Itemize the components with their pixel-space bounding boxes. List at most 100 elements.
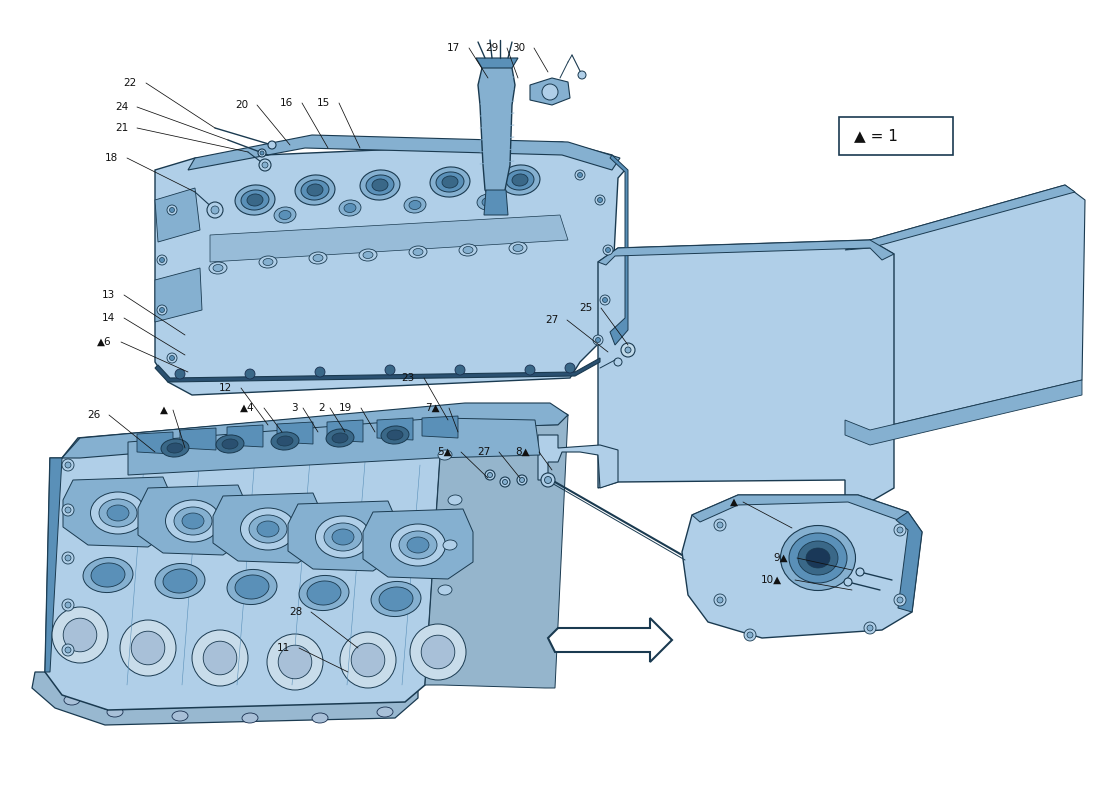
Circle shape xyxy=(744,629,756,641)
Circle shape xyxy=(603,245,613,255)
Circle shape xyxy=(578,173,583,178)
Ellipse shape xyxy=(295,175,336,205)
Text: 12: 12 xyxy=(219,383,232,393)
Circle shape xyxy=(52,607,108,663)
Circle shape xyxy=(597,198,603,202)
Ellipse shape xyxy=(436,172,464,192)
Text: 13: 13 xyxy=(101,290,116,300)
Circle shape xyxy=(487,473,493,478)
Text: ▲4: ▲4 xyxy=(241,403,255,413)
Ellipse shape xyxy=(326,429,354,447)
Ellipse shape xyxy=(443,540,456,550)
Ellipse shape xyxy=(227,570,277,605)
Circle shape xyxy=(267,634,323,690)
Polygon shape xyxy=(845,185,1075,250)
Circle shape xyxy=(593,335,603,345)
Text: 26: 26 xyxy=(87,410,100,420)
Ellipse shape xyxy=(789,533,847,583)
Polygon shape xyxy=(188,135,620,170)
Text: 22: 22 xyxy=(123,78,138,88)
Circle shape xyxy=(65,507,72,513)
Circle shape xyxy=(62,644,74,656)
Circle shape xyxy=(455,365,465,375)
Ellipse shape xyxy=(155,563,205,598)
Ellipse shape xyxy=(332,433,348,443)
Circle shape xyxy=(62,504,74,516)
Text: 11: 11 xyxy=(277,643,290,653)
Circle shape xyxy=(157,305,167,315)
Polygon shape xyxy=(155,188,200,242)
Text: 8▲: 8▲ xyxy=(516,447,530,457)
Ellipse shape xyxy=(309,252,327,264)
Ellipse shape xyxy=(107,707,123,717)
Circle shape xyxy=(595,338,601,342)
Circle shape xyxy=(258,149,266,157)
Ellipse shape xyxy=(399,531,437,559)
Circle shape xyxy=(160,258,165,262)
Circle shape xyxy=(340,632,396,688)
Polygon shape xyxy=(692,495,907,522)
Polygon shape xyxy=(227,425,263,447)
Ellipse shape xyxy=(165,500,220,542)
Ellipse shape xyxy=(241,190,270,210)
Text: 3: 3 xyxy=(292,403,298,413)
Circle shape xyxy=(894,594,906,606)
Text: 27: 27 xyxy=(544,315,558,325)
Ellipse shape xyxy=(366,175,394,195)
Ellipse shape xyxy=(513,245,522,251)
Circle shape xyxy=(204,642,236,675)
Ellipse shape xyxy=(307,184,323,196)
Circle shape xyxy=(65,555,72,561)
Circle shape xyxy=(542,84,558,100)
Ellipse shape xyxy=(257,521,279,537)
Text: 15: 15 xyxy=(317,98,330,108)
Polygon shape xyxy=(896,512,922,612)
Ellipse shape xyxy=(332,529,354,545)
Circle shape xyxy=(867,625,873,631)
Circle shape xyxy=(120,620,176,676)
Ellipse shape xyxy=(339,200,361,216)
Circle shape xyxy=(621,343,635,357)
Ellipse shape xyxy=(381,426,409,444)
Circle shape xyxy=(519,478,525,482)
Ellipse shape xyxy=(459,244,477,256)
Polygon shape xyxy=(155,268,202,322)
Ellipse shape xyxy=(409,246,427,258)
Ellipse shape xyxy=(316,516,371,558)
Circle shape xyxy=(896,597,903,603)
Ellipse shape xyxy=(407,537,429,553)
Ellipse shape xyxy=(248,194,263,206)
Ellipse shape xyxy=(235,185,275,215)
Circle shape xyxy=(603,298,607,302)
Circle shape xyxy=(421,635,454,669)
Circle shape xyxy=(278,645,311,678)
Circle shape xyxy=(600,295,610,305)
Circle shape xyxy=(410,624,466,680)
Ellipse shape xyxy=(448,495,462,505)
Ellipse shape xyxy=(506,170,534,190)
Circle shape xyxy=(605,247,610,253)
Ellipse shape xyxy=(174,507,212,535)
Ellipse shape xyxy=(301,180,329,200)
Circle shape xyxy=(262,162,268,168)
Text: 25: 25 xyxy=(579,303,592,313)
Polygon shape xyxy=(845,380,1082,445)
Circle shape xyxy=(844,578,852,586)
Circle shape xyxy=(578,71,586,79)
Ellipse shape xyxy=(161,439,189,457)
Circle shape xyxy=(541,473,556,487)
Text: 21: 21 xyxy=(114,123,128,133)
Circle shape xyxy=(503,479,507,485)
Text: 16: 16 xyxy=(279,98,293,108)
Ellipse shape xyxy=(359,249,377,261)
Circle shape xyxy=(268,141,276,149)
Polygon shape xyxy=(180,428,216,450)
Ellipse shape xyxy=(314,254,323,262)
Circle shape xyxy=(485,470,495,480)
Ellipse shape xyxy=(360,170,400,200)
Circle shape xyxy=(500,477,510,487)
Circle shape xyxy=(157,255,167,265)
Polygon shape xyxy=(845,185,1085,430)
Text: 30: 30 xyxy=(512,43,525,53)
Polygon shape xyxy=(377,418,412,440)
